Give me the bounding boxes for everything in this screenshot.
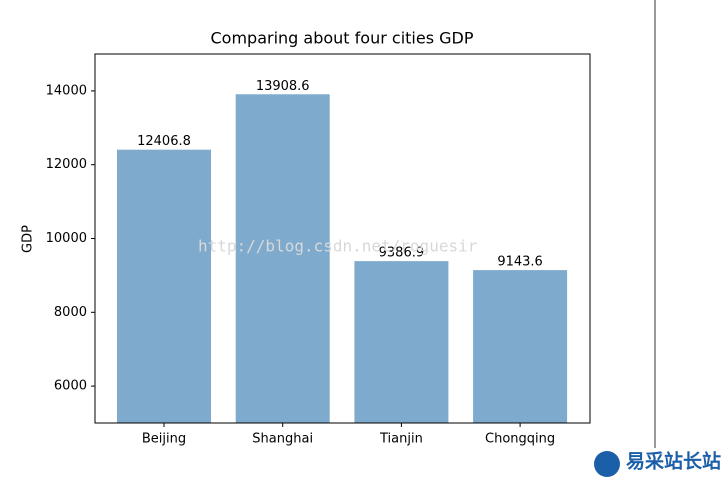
value-label: 13908.6 bbox=[256, 79, 310, 94]
y-axis-label: GDP bbox=[21, 225, 36, 253]
bar bbox=[354, 261, 449, 423]
x-tick-label: Tianjin bbox=[379, 432, 423, 447]
y-tick-label: 10000 bbox=[46, 231, 87, 246]
value-label: 12406.8 bbox=[137, 134, 191, 149]
bar bbox=[117, 149, 211, 423]
value-label: 9143.6 bbox=[497, 255, 543, 270]
chart-title: Comparing about four cities GDP bbox=[211, 29, 474, 48]
value-label: 9386.9 bbox=[379, 246, 425, 261]
bar bbox=[473, 270, 568, 423]
y-tick-label: 8000 bbox=[54, 305, 87, 320]
y-tick-label: 6000 bbox=[54, 379, 87, 394]
plot-frame bbox=[94, 53, 591, 424]
y-tick-label: 14000 bbox=[46, 83, 87, 98]
x-tick-label: Chongqing bbox=[485, 432, 555, 447]
bar bbox=[235, 94, 330, 424]
x-tick-label: Shanghai bbox=[252, 432, 313, 447]
y-tick-label: 12000 bbox=[46, 157, 87, 172]
watermark: http://blog.csdn.net/roguesir bbox=[198, 237, 478, 256]
logo-text: 易采站长站 bbox=[626, 450, 721, 473]
logo-icon bbox=[594, 451, 620, 477]
x-tick-label: Beijing bbox=[142, 432, 186, 447]
